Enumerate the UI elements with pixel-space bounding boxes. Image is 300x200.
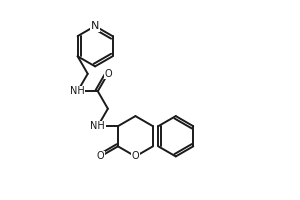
Text: NH: NH bbox=[90, 121, 105, 131]
Text: O: O bbox=[97, 151, 104, 161]
Text: O: O bbox=[104, 69, 112, 79]
Text: NH: NH bbox=[70, 86, 85, 96]
Text: N: N bbox=[91, 21, 99, 31]
Text: O: O bbox=[132, 151, 139, 161]
